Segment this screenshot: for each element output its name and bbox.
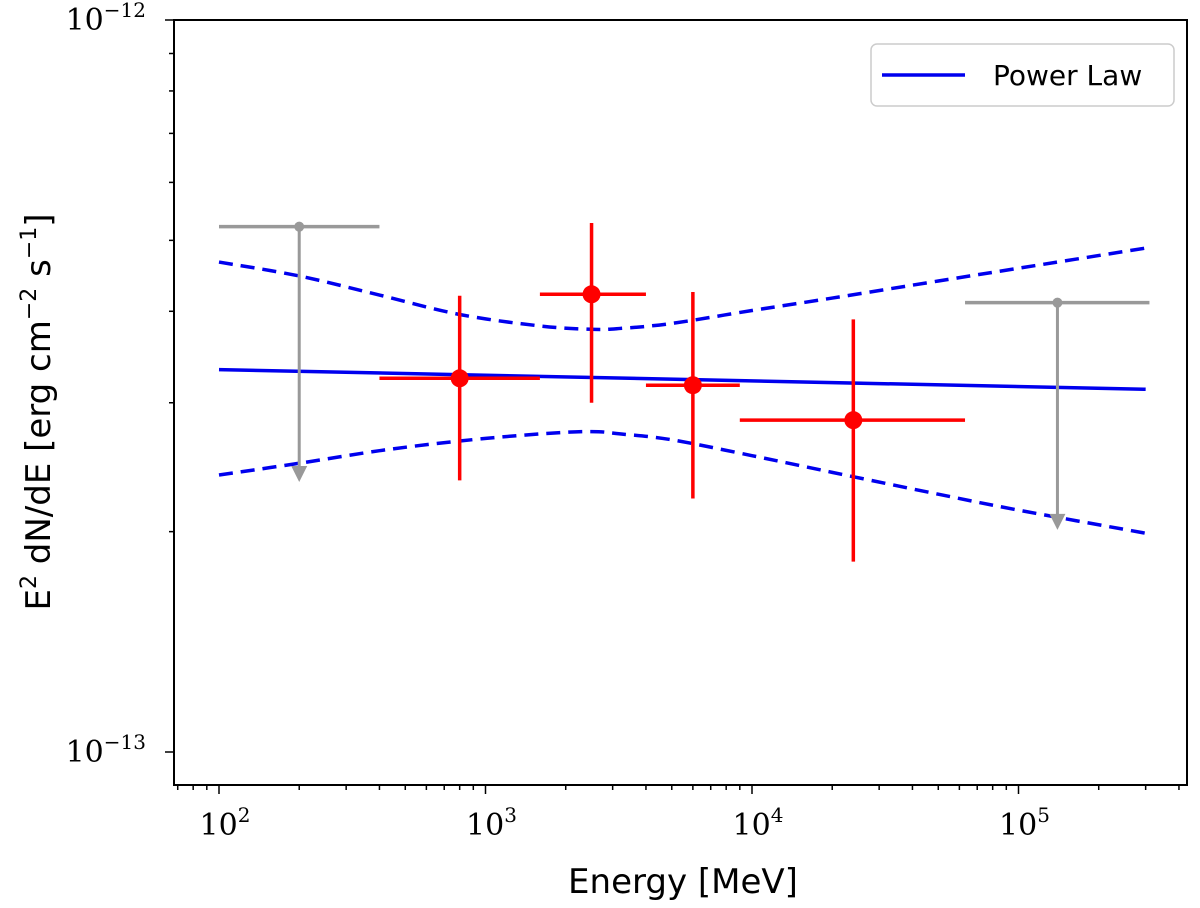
x-tick-label: 103	[466, 803, 517, 843]
x-tick-label: 102	[200, 803, 251, 843]
data-point	[645, 292, 740, 499]
butterfly-upper-line	[218, 246, 1146, 332]
upper-limit-arrowhead	[1049, 513, 1066, 530]
butterfly-lower-line	[218, 429, 1146, 535]
data-point	[379, 295, 540, 481]
data-point	[739, 319, 966, 562]
x-axis-title: Energy [MeV]	[568, 862, 798, 902]
power-law-line	[218, 367, 1146, 392]
upper-limit-arrowhead	[291, 466, 308, 483]
upper-limit	[219, 221, 380, 483]
plot-area	[173, 19, 1188, 786]
data-point	[539, 223, 646, 403]
x-tick-label: 104	[733, 803, 784, 843]
data-point-marker	[582, 285, 601, 304]
upper-limits-layer	[219, 221, 1150, 530]
data-point-marker	[683, 376, 702, 395]
upper-limit	[965, 297, 1150, 530]
axis-ticks	[165, 19, 1180, 794]
x-tick-label: 105	[999, 803, 1050, 843]
legend-box	[870, 43, 1175, 107]
data-point-marker	[844, 411, 863, 430]
y-tick-labels: 10−13 10−12	[66, 0, 146, 770]
data-points-layer	[379, 223, 966, 562]
upper-limit-marker	[1052, 297, 1063, 308]
legend: Power Law	[870, 43, 1175, 107]
upper-limit-marker	[294, 221, 305, 232]
model-layer	[218, 246, 1146, 535]
x-tick-labels: 102 103 104 105	[200, 803, 1050, 843]
y-tick-label: 10−13	[66, 730, 146, 770]
data-point-marker	[450, 369, 469, 388]
y-axis-title: E2 dN/dE [erg cm−2 s−1]	[17, 213, 59, 610]
legend-label: Power Law	[993, 59, 1142, 92]
y-tick-label: 10−12	[66, 0, 146, 38]
